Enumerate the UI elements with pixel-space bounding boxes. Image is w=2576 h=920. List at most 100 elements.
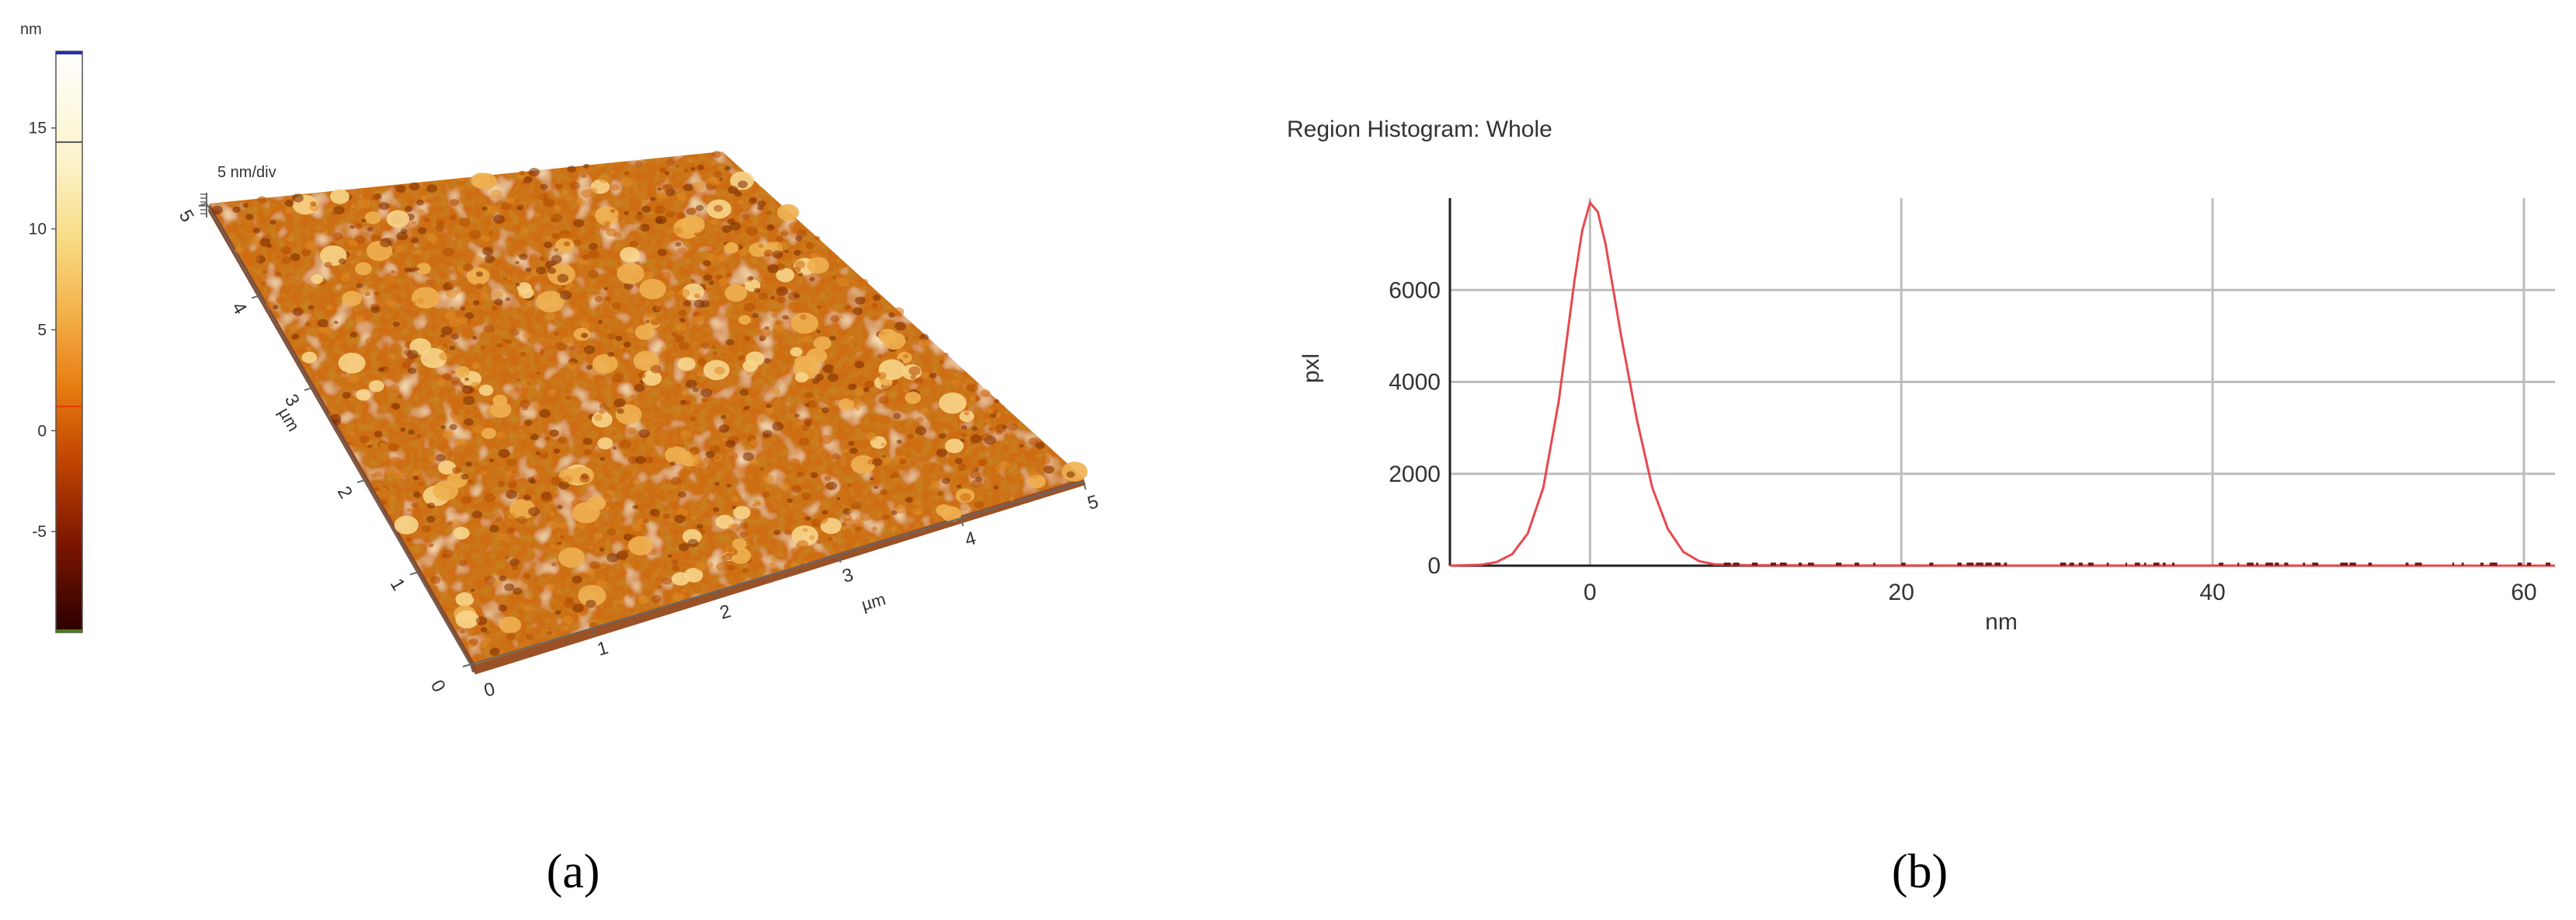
afm-grain xyxy=(558,547,586,568)
afm-grain xyxy=(245,214,254,221)
afm-grain xyxy=(910,375,916,380)
afm-y-tick-mark xyxy=(462,664,471,667)
afm-grain xyxy=(825,483,834,490)
afm-grain xyxy=(525,267,532,273)
afm-grain xyxy=(621,177,634,186)
afm-grain xyxy=(437,441,450,451)
histogram-noise-tick xyxy=(2414,563,2422,566)
afm-grain xyxy=(703,260,711,267)
afm-grain xyxy=(465,461,473,467)
afm-grain xyxy=(757,417,765,423)
afm-grain xyxy=(830,315,840,322)
afm-x-tick-label: 4 xyxy=(962,528,978,551)
afm-grain xyxy=(599,547,605,552)
afm-grain xyxy=(683,507,689,511)
histogram-x-tick-label: 20 xyxy=(1889,580,1914,605)
afm-grain xyxy=(805,516,812,521)
afm-grain xyxy=(349,439,360,448)
afm-grain xyxy=(540,348,546,353)
afm-z-scale-label: 5 nm/div xyxy=(217,164,276,181)
colorbar-unit-label: nm xyxy=(20,21,42,38)
afm-grain xyxy=(697,358,707,366)
afm-grain xyxy=(878,396,889,404)
afm-grain xyxy=(494,298,503,305)
afm-grain xyxy=(720,414,727,420)
afm-grain xyxy=(349,332,358,338)
afm-x-tick-mark xyxy=(592,627,596,636)
afm-grain xyxy=(505,490,517,500)
afm-grain xyxy=(426,184,438,193)
afm-grain xyxy=(546,630,553,636)
afm-x-tick-label: 3 xyxy=(840,564,856,587)
afm-grain xyxy=(885,319,895,327)
afm-grain xyxy=(396,232,408,241)
afm-grain xyxy=(405,537,412,542)
afm-y-tick-label: 1 xyxy=(386,575,409,594)
afm-grain xyxy=(871,526,878,531)
afm-grain xyxy=(404,267,412,273)
afm-grain xyxy=(683,183,694,192)
afm-grain xyxy=(634,160,644,168)
afm-grain xyxy=(431,585,438,591)
afm-grain xyxy=(561,615,573,624)
afm-grain xyxy=(449,270,455,274)
afm-grain xyxy=(711,345,717,350)
afm-grain xyxy=(986,408,993,413)
afm-grain xyxy=(296,220,308,230)
afm-grain xyxy=(727,218,735,225)
afm-grain xyxy=(412,476,419,481)
afm-grain xyxy=(694,489,703,496)
afm-grain xyxy=(308,305,315,310)
afm-grain xyxy=(863,387,870,392)
afm-grain xyxy=(672,183,676,186)
afm-grain xyxy=(597,437,614,450)
afm-grain xyxy=(685,400,691,405)
afm-x-tick-mark xyxy=(714,591,719,600)
afm-grain xyxy=(741,213,749,220)
afm-grain xyxy=(732,496,740,503)
afm-y-tick-label: 2 xyxy=(333,483,356,502)
afm-grain xyxy=(880,489,888,496)
afm-grain xyxy=(883,332,906,350)
histogram-noise-tick xyxy=(2480,563,2484,566)
afm-grain xyxy=(802,528,808,532)
afm-grain xyxy=(843,497,856,507)
afm-grain xyxy=(905,497,913,504)
afm-grain xyxy=(940,506,962,522)
afm-grain xyxy=(620,570,627,576)
afm-grain xyxy=(860,512,871,521)
afm-grain xyxy=(639,223,650,232)
afm-grain xyxy=(590,317,600,325)
afm-y-tick-mark xyxy=(304,387,313,392)
afm-grain xyxy=(588,249,600,259)
afm-grain xyxy=(394,515,419,535)
afm-grain xyxy=(443,455,451,460)
afm-grain xyxy=(617,263,645,284)
afm-grain xyxy=(803,417,813,425)
afm-grain xyxy=(627,535,653,556)
afm-grain xyxy=(796,540,809,550)
afm-grain xyxy=(937,491,944,497)
histogram-noise-tick xyxy=(1985,563,1992,566)
afm-grain xyxy=(513,587,523,595)
afm-grain xyxy=(794,260,805,269)
afm-grain xyxy=(456,186,464,192)
afm-grain xyxy=(892,472,900,479)
afm-grain xyxy=(464,312,475,319)
colorbar-tick-label: -5 xyxy=(32,523,47,541)
afm-grain xyxy=(697,242,704,248)
afm-grain xyxy=(419,481,426,486)
afm-grain xyxy=(773,529,780,535)
afm-grain xyxy=(564,600,575,608)
afm-grain xyxy=(533,193,544,202)
afm-grain xyxy=(999,460,1010,469)
afm-grain xyxy=(785,316,790,320)
afm-grain xyxy=(960,493,972,502)
afm-grain xyxy=(461,287,468,292)
afm-grain xyxy=(829,335,836,341)
afm-grain xyxy=(776,235,784,242)
afm-grain xyxy=(533,182,539,186)
afm-grain xyxy=(411,508,421,515)
afm-grain xyxy=(662,577,673,585)
